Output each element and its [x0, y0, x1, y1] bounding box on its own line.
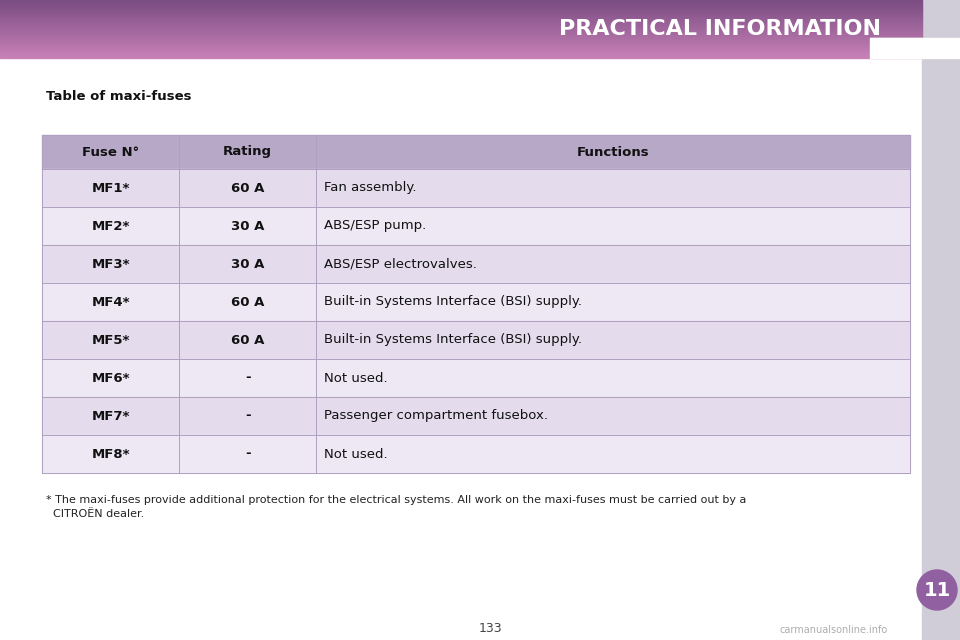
Text: MF4*: MF4* [91, 296, 130, 308]
Text: * The maxi-fuses provide additional protection for the electrical systems. All w: * The maxi-fuses provide additional prot… [46, 495, 746, 505]
Text: MF1*: MF1* [91, 182, 130, 195]
Text: Built-in Systems Interface (BSI) supply.: Built-in Systems Interface (BSI) supply. [324, 333, 583, 346]
Text: Fan assembly.: Fan assembly. [324, 182, 417, 195]
Bar [0, 21, 922, 22]
Bar [0, 7, 922, 8]
Bar [0, 53, 922, 54]
Bar [0, 47, 922, 49]
Text: MF2*: MF2* [91, 220, 130, 232]
Bar [870, 38, 960, 58]
Bar [0, 51, 922, 52]
Bar [0, 32, 922, 33]
Text: ABS/ESP pump.: ABS/ESP pump. [324, 220, 426, 232]
Text: Fuse N°: Fuse N° [82, 145, 139, 159]
Bar [0, 12, 922, 13]
Text: Built-in Systems Interface (BSI) supply.: Built-in Systems Interface (BSI) supply. [324, 296, 583, 308]
Bar [0, 13, 922, 15]
Bar [42, 397, 910, 435]
Text: MF8*: MF8* [91, 447, 130, 461]
Text: -: - [245, 371, 251, 385]
Bar [0, 4, 922, 5]
Text: MF6*: MF6* [91, 371, 130, 385]
Text: MF7*: MF7* [91, 410, 130, 422]
Text: ABS/ESP electrovalves.: ABS/ESP electrovalves. [324, 257, 477, 271]
Text: PRACTICAL INFORMATION: PRACTICAL INFORMATION [559, 19, 881, 39]
Bar [0, 23, 922, 24]
Circle shape [917, 570, 957, 610]
Bar [0, 49, 922, 51]
Text: 11: 11 [924, 580, 950, 600]
Text: CITROËN dealer.: CITROËN dealer. [46, 509, 144, 519]
Bar [0, 46, 922, 47]
Text: Functions: Functions [577, 145, 650, 159]
Bar [0, 55, 922, 56]
Text: -: - [245, 410, 251, 422]
Bar [0, 54, 922, 55]
Text: Not used.: Not used. [324, 371, 388, 385]
Bar [0, 0, 922, 1]
Bar [0, 45, 922, 46]
Bar [0, 1, 922, 2]
Bar [0, 57, 922, 58]
Text: Table of maxi-fuses: Table of maxi-fuses [46, 90, 191, 104]
Text: 60 A: 60 A [231, 296, 264, 308]
Bar [0, 44, 922, 45]
Text: 30 A: 30 A [231, 257, 264, 271]
Bar [0, 35, 922, 36]
Bar [0, 24, 922, 25]
Bar [42, 135, 910, 169]
Bar [42, 283, 910, 321]
Bar [0, 30, 922, 31]
Text: 133: 133 [478, 621, 502, 634]
Bar [0, 20, 922, 21]
Bar [0, 52, 922, 53]
Bar [0, 29, 922, 30]
Bar [0, 36, 922, 38]
Bar [0, 17, 922, 19]
Bar [0, 34, 922, 35]
Bar [0, 6, 922, 7]
Bar [42, 207, 910, 245]
Bar [0, 15, 922, 17]
Text: Passenger compartment fusebox.: Passenger compartment fusebox. [324, 410, 548, 422]
Text: MF3*: MF3* [91, 257, 130, 271]
Bar [0, 26, 922, 27]
Bar [0, 42, 922, 44]
Polygon shape [870, 38, 922, 58]
Bar [0, 11, 922, 12]
Bar [0, 33, 922, 34]
Bar [0, 31, 922, 32]
Bar [0, 22, 922, 23]
Text: 30 A: 30 A [231, 220, 264, 232]
Text: 60 A: 60 A [231, 333, 264, 346]
Bar [0, 9, 922, 10]
Bar [0, 56, 922, 57]
Bar [0, 2, 922, 3]
Bar [0, 10, 922, 11]
Bar [0, 40, 922, 42]
Bar [42, 169, 910, 207]
Bar [0, 5, 922, 6]
Bar [0, 25, 922, 26]
Bar [0, 28, 922, 29]
Text: 60 A: 60 A [231, 182, 264, 195]
Bar [42, 245, 910, 283]
Bar [42, 359, 910, 397]
Bar [0, 19, 922, 20]
Bar [922, 0, 960, 640]
Bar [0, 3, 922, 4]
Text: Not used.: Not used. [324, 447, 388, 461]
Bar [42, 435, 910, 473]
Bar [42, 321, 910, 359]
Bar [0, 27, 922, 28]
Text: carmanualsonline.info: carmanualsonline.info [780, 625, 888, 635]
Text: -: - [245, 447, 251, 461]
Text: MF5*: MF5* [91, 333, 130, 346]
Bar [0, 38, 922, 40]
Bar [0, 8, 922, 9]
Text: Rating: Rating [224, 145, 273, 159]
